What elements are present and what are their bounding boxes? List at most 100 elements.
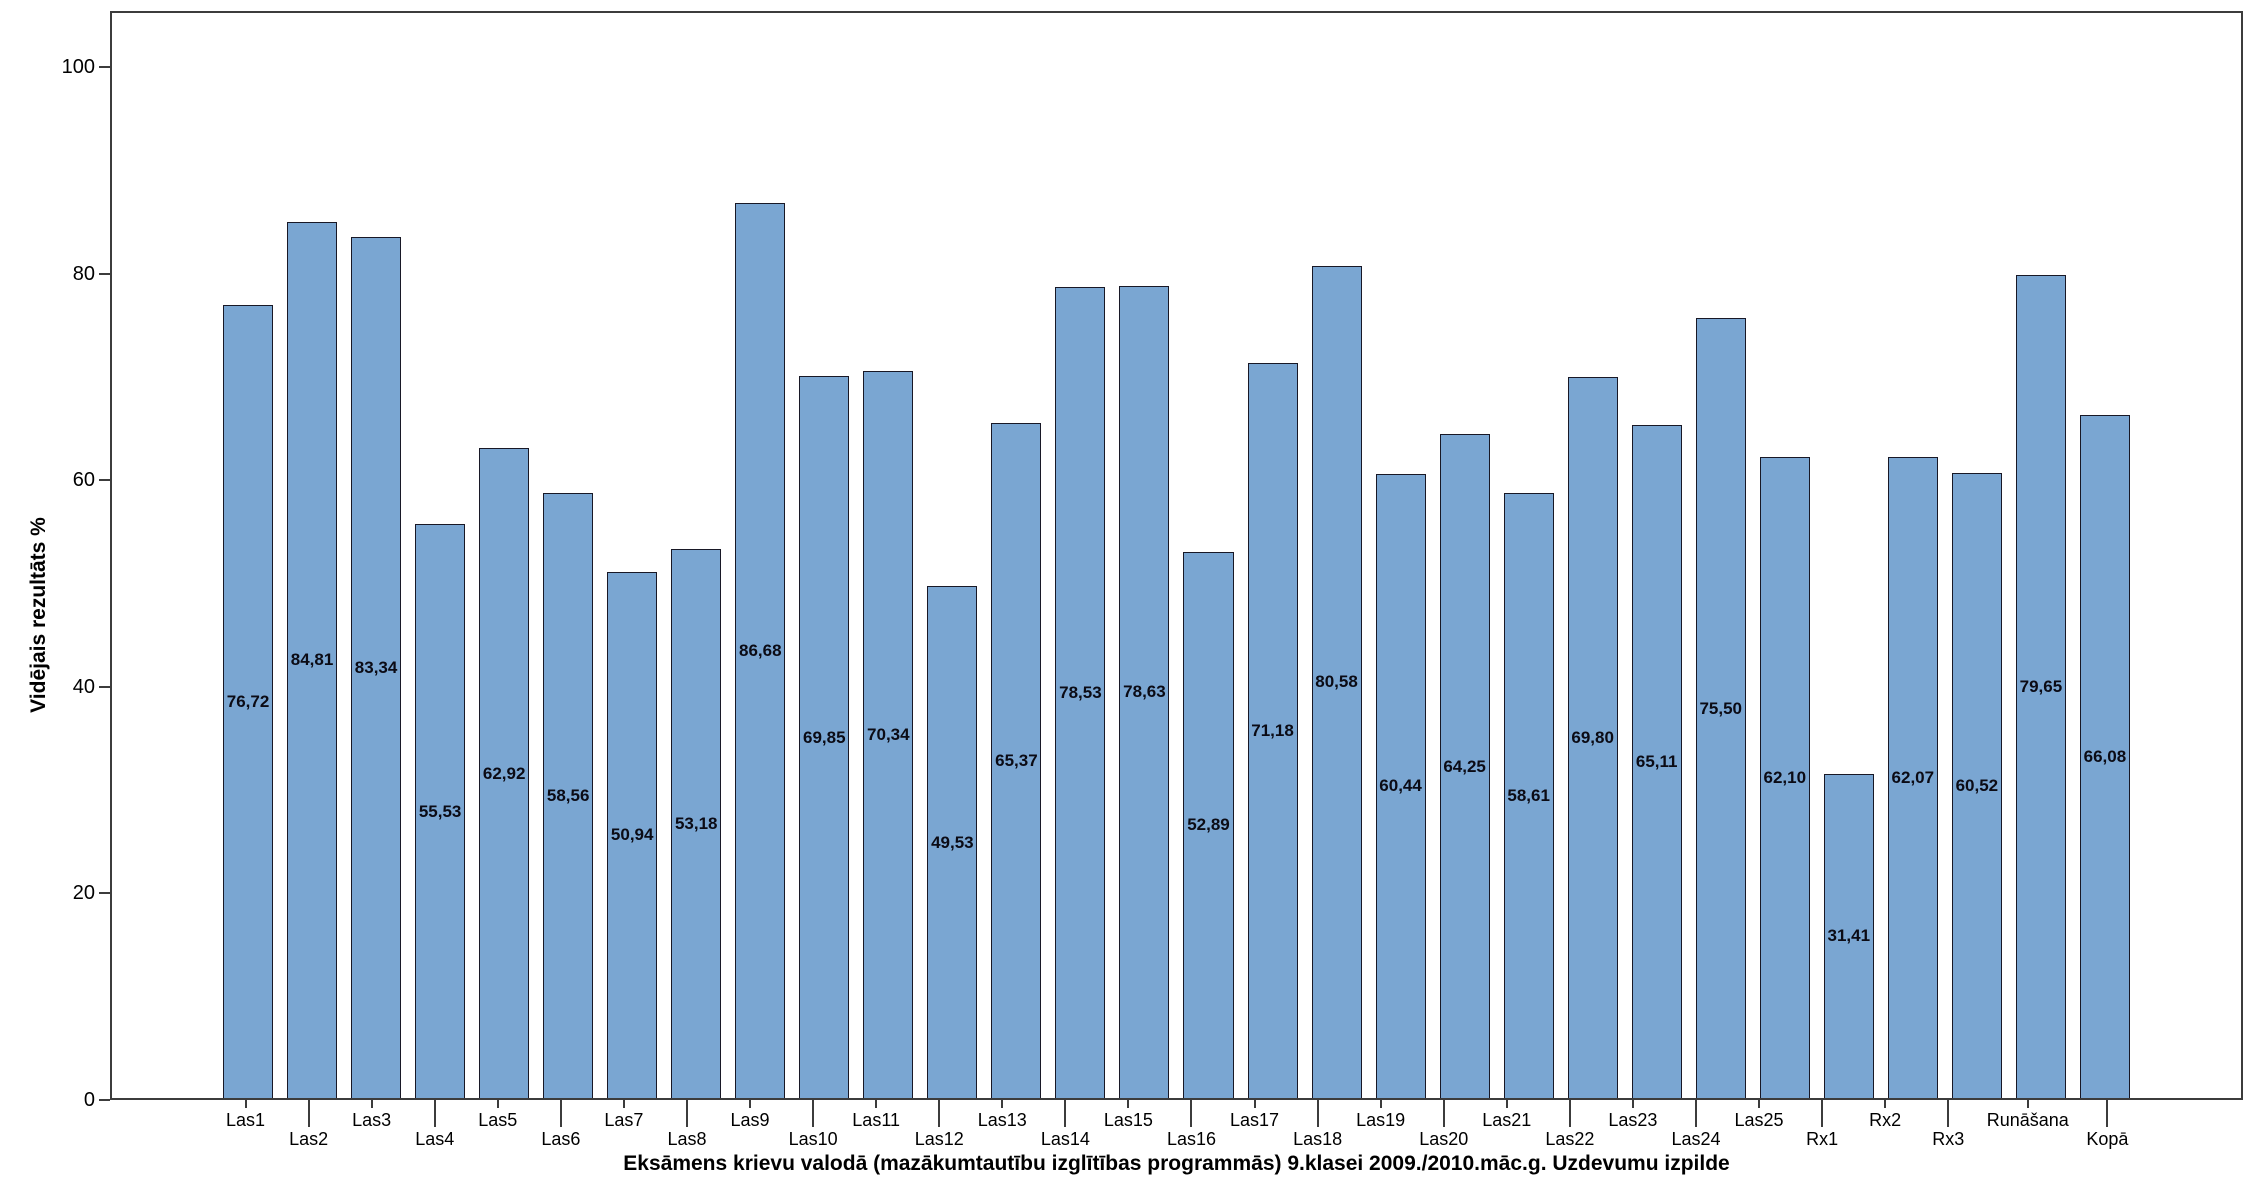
x-axis-category: Las11 — [852, 1100, 901, 1150]
y-axis-tick-mark — [99, 892, 110, 895]
x-axis-tick-mark — [307, 1100, 310, 1127]
x-axis-category-label: Las3 — [352, 1110, 392, 1130]
x-axis-category-label: Rx3 — [1932, 1129, 1965, 1149]
x-axis-tick-mark — [1694, 1100, 1697, 1127]
bar: 50,94 — [607, 571, 658, 1098]
bar-value-label: 50,94 — [610, 825, 654, 845]
bar: 60,52 — [1951, 472, 2002, 1098]
x-axis-category: Las6 — [536, 1100, 585, 1150]
x-axis-category: Las24 — [1671, 1100, 1720, 1150]
bar-value-label: 60,44 — [1379, 776, 1422, 796]
x-axis-category-label: Las18 — [1293, 1129, 1343, 1149]
x-axis-category: Las19 — [1356, 1100, 1405, 1150]
x-axis-category-label: Las8 — [667, 1129, 707, 1149]
x-axis-category-label: Las24 — [1671, 1129, 1721, 1149]
y-axis-tick-label: 60 — [72, 469, 95, 492]
y-axis-tick-mark — [99, 1099, 110, 1101]
y-axis-tick-label: 20 — [72, 882, 95, 905]
bar-value-label: 65,37 — [995, 750, 1038, 770]
x-axis-category: Las18 — [1293, 1100, 1342, 1150]
x-axis-tick-mark — [1568, 1100, 1571, 1127]
x-axis-tick-mark — [1379, 1100, 1382, 1108]
x-axis-category: Las17 — [1230, 1100, 1279, 1150]
x-axis-category: Las3 — [347, 1100, 396, 1150]
bar-value-label: 84,81 — [290, 650, 334, 670]
bar-value-label: 55,53 — [418, 801, 462, 821]
x-axis-category-label: Las16 — [1166, 1129, 1216, 1149]
x-axis-category: Las4 — [410, 1100, 459, 1150]
bar-value-label: 70,34 — [867, 725, 910, 745]
x-axis-category-label: Las12 — [914, 1129, 964, 1149]
x-axis-category-label: Las6 — [541, 1129, 581, 1149]
x-axis-tick-mark — [1190, 1100, 1193, 1127]
y-axis-tick-label: 80 — [72, 262, 95, 285]
bar-value-label: 31,41 — [1827, 926, 1871, 946]
x-axis-category: Las21 — [1482, 1100, 1531, 1150]
x-axis-category-label: Las4 — [415, 1129, 455, 1149]
x-axis-tick-mark — [370, 1100, 373, 1108]
x-axis-category: Las8 — [662, 1100, 711, 1150]
bar-value-label: 78,63 — [1123, 682, 1166, 702]
x-axis-category-label: Las19 — [1356, 1110, 1406, 1130]
bar-value-label: 86,68 — [738, 640, 782, 660]
x-axis-category-label: Las17 — [1230, 1110, 1280, 1130]
x-axis-tick-mark — [496, 1100, 499, 1108]
x-axis-tick-mark — [433, 1100, 436, 1127]
bar-value-label: 66,08 — [2083, 747, 2127, 767]
x-axis-category: Las2 — [284, 1100, 333, 1150]
bar: 76,72 — [223, 305, 274, 1098]
bar: 84,81 — [287, 221, 338, 1098]
x-axis-category-label: Las9 — [730, 1110, 770, 1130]
bar: 31,41 — [1823, 773, 1874, 1098]
y-axis-tick-label: 0 — [83, 1089, 95, 1111]
x-axis-category-label: Las11 — [852, 1110, 901, 1130]
x-axis-category-label: Kopā — [2086, 1129, 2129, 1149]
x-axis-category: Las22 — [1545, 1100, 1594, 1150]
bar: 64,25 — [1439, 434, 1490, 1098]
x-axis-category-label: Runāšana — [1986, 1110, 2069, 1130]
bar: 53,18 — [671, 548, 722, 1098]
bar: 86,68 — [735, 202, 786, 1098]
x-axis-tick-mark — [938, 1100, 941, 1127]
x-axis-category: Rx3 — [1924, 1100, 1973, 1150]
bar: 69,80 — [1567, 376, 1618, 1098]
x-axis-category: Las7 — [599, 1100, 648, 1150]
x-axis-category: Las16 — [1167, 1100, 1216, 1150]
x-axis-category-label: Las23 — [1608, 1110, 1658, 1130]
bar-value-label: 83,34 — [354, 658, 398, 678]
x-axis-category: Las10 — [789, 1100, 838, 1150]
x-axis-tick-mark — [1821, 1100, 1824, 1127]
x-axis-tick-mark — [812, 1100, 815, 1127]
x-axis-tick-mark — [559, 1100, 562, 1127]
x-axis-category: Las25 — [1735, 1100, 1784, 1150]
x-axis-tick-mark — [1064, 1100, 1067, 1127]
bar: 65,11 — [1631, 425, 1682, 1098]
bar: 83,34 — [351, 237, 402, 1098]
x-axis-category-label: Las22 — [1545, 1129, 1595, 1149]
bar: 62,92 — [479, 448, 530, 1098]
bar-value-label: 62,92 — [482, 763, 526, 783]
x-axis-category: Rx1 — [1798, 1100, 1847, 1150]
bar: 62,10 — [1759, 456, 1810, 1098]
y-axis-tick-mark — [99, 479, 110, 482]
x-axis-tick-mark — [1253, 1100, 1256, 1108]
y-axis-tick-mark — [99, 685, 110, 688]
x-axis-category: Las1 — [221, 1100, 270, 1150]
x-axis-tick-mark — [1884, 1100, 1887, 1108]
y-axis-tick-mark — [99, 66, 110, 68]
bars-container: 76,72 84,81 83,34 55,53 62,92 58,56 50,94 53,18… — [223, 13, 2130, 1098]
x-axis-tick-mark — [1442, 1100, 1445, 1127]
x-axis-category: Las9 — [726, 1100, 775, 1150]
x-axis-category: Kopā — [2083, 1100, 2132, 1150]
x-axis-category: Las13 — [978, 1100, 1027, 1150]
x-axis-tick-mark — [1505, 1100, 1508, 1108]
bar-value-label: 52,89 — [1187, 815, 1230, 835]
x-axis-category-label: Rx1 — [1806, 1129, 1839, 1149]
bar-value-label: 71,18 — [1251, 720, 1294, 740]
bar: 66,08 — [2079, 415, 2130, 1098]
x-axis-category-label: Las7 — [604, 1110, 644, 1130]
x-axis-tick-mark — [622, 1100, 625, 1108]
bar-value-label: 80,58 — [1315, 672, 1358, 692]
bar-value-label: 58,61 — [1507, 785, 1550, 805]
